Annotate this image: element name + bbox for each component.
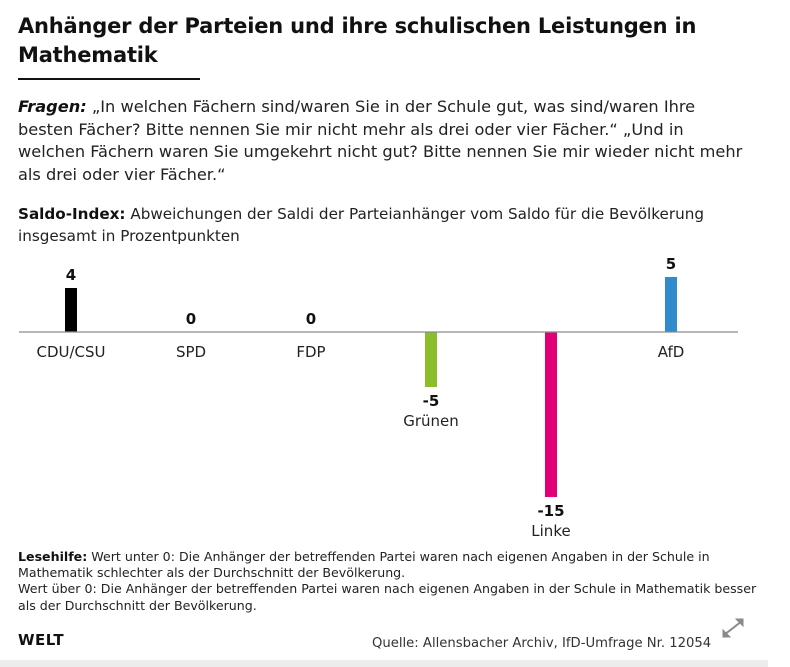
category-label: Linke [531,522,570,540]
bar-cdu-csu [65,288,77,332]
infographic-panel: Anhänger der Parteien und ihre schulisch… [18,14,758,651]
survey-questions: Fragen: „In welchen Fächern sind/waren S… [18,96,748,186]
value-label: 0 [306,310,316,328]
subtitle-text: Abweichungen der Saldi der Parteianhänge… [18,205,704,245]
bar-chart: 4 CDU/CSU 0 SPD 0 FDP -5 Grünen -15 Linke 5 AfD [19,255,738,540]
welt-logo: WELT [18,631,65,649]
value-label: -5 [423,392,440,410]
category-label: SPD [176,343,206,361]
category-label: CDU/CSU [36,343,105,361]
source-text: Quelle: Allensbacher Archiv, IfD-Umfrage… [372,636,712,651]
category-label: AfD [658,343,685,361]
value-label: 0 [186,310,196,328]
questions-text: „In welchen Fächern sind/waren Sie in de… [18,97,743,184]
bottom-strip [0,660,768,667]
reading-help: Lesehilfe: Wert unter 0: Die Anhänger de… [18,549,758,614]
value-label: 4 [66,266,76,284]
subtitle-label: Saldo-Index: [18,205,126,223]
questions-label: Fragen: [18,97,87,116]
title-underline [18,78,200,80]
chart-title: Anhänger der Parteien und ihre schulisch… [18,14,697,67]
category-label: Grünen [403,412,459,430]
bar-linke [545,332,557,497]
value-label: -15 [537,502,564,520]
bar-gr-nen [425,332,437,387]
note-line-below-zero: Wert unter 0: Die Anhänger der betreffen… [18,549,710,581]
category-label: FDP [296,343,325,361]
expand-arrows-icon[interactable] [720,617,746,639]
note-label: Lesehilfe: [18,549,88,564]
value-label: 5 [666,255,676,273]
note-line-above-zero: Wert über 0: Die Anhänger der betreffend… [18,581,757,613]
bar-afd [665,277,677,332]
chart-subtitle: Saldo-Index: Abweichungen der Saldi der … [18,203,748,247]
